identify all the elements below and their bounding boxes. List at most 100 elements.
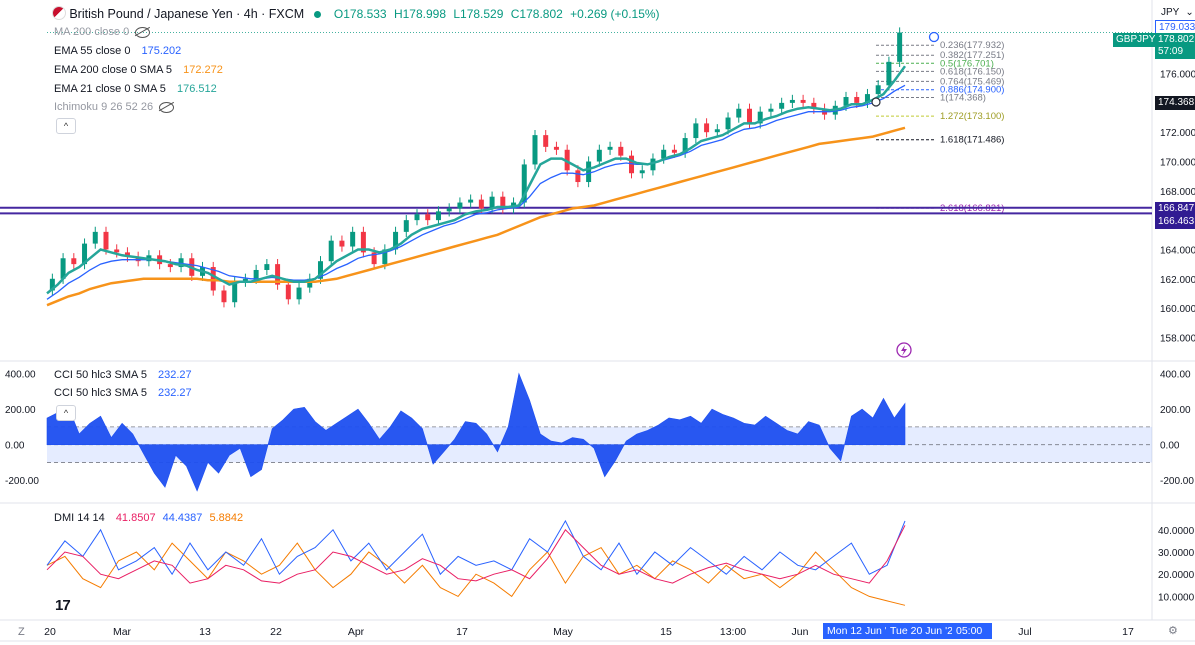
ema55-value: 175.202 [141,45,182,57]
time-tick-label: May [553,626,574,638]
candle-body [704,123,710,133]
ema21-legend[interactable]: EMA 21 close 0 SMA 5 176.512 [54,83,217,95]
candle-body [414,214,420,221]
candle-body [693,123,699,139]
price-tick-label: 170.000 [1160,158,1195,169]
candle-body [339,240,345,247]
collapse-legend-button[interactable]: ^ [56,118,76,134]
tradingview-logo-icon[interactable]: 17 [55,597,71,614]
candle-body [210,267,216,291]
price-series-group [46,27,907,308]
cci-tick-label: 200.00 [1160,405,1191,416]
candle-body [167,264,173,268]
symbol-header[interactable]: British Pound / Japanese Yen · 4h · FXCM… [52,6,660,21]
ohlc-open: O178.533 [333,7,387,21]
ichimoku-legend[interactable]: Ichimoku 9 26 52 26 [54,101,175,113]
ma200-legend[interactable]: MA 200 close 0 [54,26,151,38]
time-highlight-1: Mon 12 Jun ' [823,623,891,639]
cci-legend-2[interactable]: CCI 50 hlc3 SMA 5 232.27 [54,387,192,399]
candle-body [521,164,527,203]
ema21-line [46,65,907,295]
time-tick-label: 15 [660,626,672,638]
price-tag-purple-2: 166.463 [1155,215,1195,229]
cci-area [46,372,906,492]
candle-body [671,149,677,153]
hidden-eye-icon[interactable] [159,101,175,113]
fib-level-label: 0.382(177.251) [940,50,1004,61]
candle-body [768,108,774,112]
ohlc-close: C178.802 [510,7,563,21]
ema200-legend[interactable]: EMA 200 close 0 SMA 5 172.272 [54,64,223,76]
fib-level-label: 0.5(176.701) [940,58,994,69]
candle-body [92,231,98,244]
dmi-adx-value: 5.8842 [209,512,244,524]
dmi-plus-value: 41.8507 [115,512,156,524]
currency-selector[interactable]: JPY ⌄ [1161,6,1195,20]
hidden-eye-icon[interactable] [135,26,151,38]
candle-body [811,102,817,109]
candle-body [875,85,881,95]
ohlc-low: L178.529 [453,7,504,21]
candle-body [264,264,270,270]
candle-body [596,149,602,162]
cci-left-tick-label: 400.00 [5,370,36,381]
candle-body [446,208,452,212]
fib-anchor-circle-icon[interactable] [871,97,881,107]
time-tick-label: 13 [199,626,211,638]
alert-circle-icon[interactable] [928,31,940,43]
candle-body [457,202,463,209]
cci-left-tick-label: 200.00 [5,405,36,416]
candle-body [886,61,892,86]
cci-panel[interactable]: -200.00 -200.00 0.00 0.00 200.00 200.00 400.00… [5,370,1194,492]
market-status-dot-icon [313,11,321,18]
time-tick-label: 17 [1122,626,1134,638]
ohlc-change: +0.269 (+0.15%) [570,7,660,21]
candle-body [350,231,356,247]
ema200-line [46,126,906,307]
candle-body [468,199,474,203]
ema55-legend[interactable]: EMA 55 close 0 175.202 [54,45,181,57]
collapse-cci-button[interactable]: ^ [56,405,76,421]
price-tick-label: 172.000 [1160,128,1195,139]
dmi-tick-label: 20.0000 [1158,570,1195,581]
cci-legend-1[interactable]: CCI 50 hlc3 SMA 5 232.27 [54,369,192,381]
candle-body [489,196,495,209]
candle-body [854,97,860,103]
ma200-label: MA 200 close 0 [54,26,130,38]
fib-level-label: 1(174.368) [940,92,986,103]
candle-body [553,146,559,150]
candle-body [800,99,806,103]
time-tick-label: Jul [1018,626,1031,638]
candle-body [736,108,742,118]
candle-body [725,117,731,130]
candle-body [843,97,849,106]
candle-body [639,170,645,174]
time-tick-label: 13:00 [720,626,746,638]
candle-body [789,99,795,103]
candle-body [242,278,248,282]
candle-body [285,284,291,300]
dmi-tick-label: 10.0000 [1158,592,1195,603]
price-tick-label: 176.000 [1160,70,1195,81]
candle-body [253,269,259,279]
fibonacci-retracement[interactable]: 0.236(177.932)0.382(177.251)0.5(176.701)… [47,32,1152,214]
candle-body [757,111,763,124]
candle-body [371,252,377,265]
candle-body [564,149,570,171]
dmi-panel[interactable]: 10.0000 20.0000 30.0000 40.0000 [46,519,1195,606]
lightning-icon[interactable] [896,342,912,358]
dmi-legend[interactable]: DMI 14 14 41.8507 44.4387 5.8842 [54,512,243,524]
time-axis[interactable]: 20 Mar 13 22 Apr 17 May 15 13:00 Jun Jul 17 [44,626,1134,638]
candle-body [221,290,227,303]
candle-body [360,231,366,253]
candle-body [328,240,334,262]
price-tick-label: 160.000 [1160,304,1195,315]
last-price-tag: 178.802 57:09 [1155,33,1195,59]
settings-gear-icon[interactable]: ⚙ [1168,625,1178,637]
candle-body [307,278,313,288]
ohlc-high: H178.998 [393,7,446,21]
last-price: 178.802 [1158,34,1195,45]
fib-level-label: 0.236(177.932) [940,40,1004,51]
timezone-button[interactable]: Z [18,625,31,639]
